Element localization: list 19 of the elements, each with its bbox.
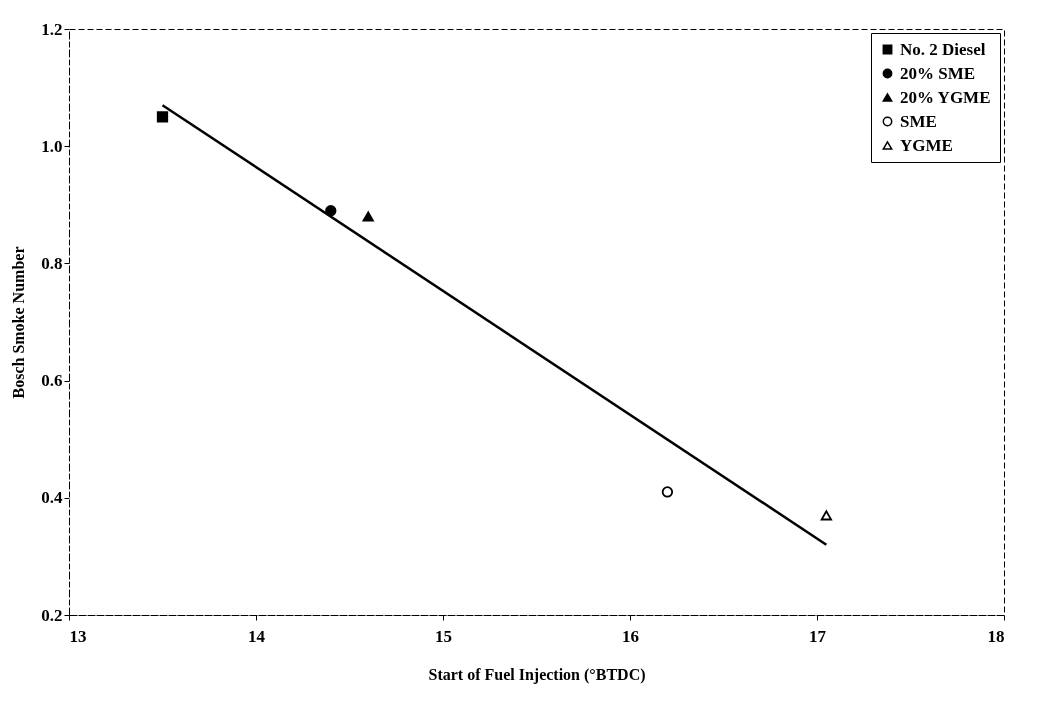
y-tick-label: 0.6 bbox=[41, 371, 63, 391]
x-tick-label: 16 bbox=[622, 626, 639, 646]
x-tick-label: 13 bbox=[69, 626, 87, 646]
y-tick-label: 1.0 bbox=[41, 136, 63, 156]
y-tick-label: 0.8 bbox=[41, 253, 63, 273]
legend-label: 20% SME bbox=[900, 63, 976, 83]
legend-label: No. 2 Diesel bbox=[900, 39, 986, 59]
x-tick-label: 14 bbox=[248, 626, 266, 646]
x-tick-label: 18 bbox=[987, 626, 1005, 646]
legend-label: YGME bbox=[900, 135, 953, 155]
y-tick-label: 0.4 bbox=[41, 488, 63, 508]
x-tick-label: 17 bbox=[809, 626, 827, 646]
y-tick-label: 0.2 bbox=[41, 605, 63, 625]
legend-label: 20% YGME bbox=[900, 87, 991, 107]
y-tick-label: 1.2 bbox=[41, 19, 63, 39]
x-axis-title: Start of Fuel Injection (°BTDC) bbox=[428, 665, 646, 684]
legend-label: SME bbox=[900, 111, 937, 131]
x-tick-label: 15 bbox=[435, 626, 452, 646]
y-axis-title: Bosch Smoke Number bbox=[10, 246, 28, 399]
